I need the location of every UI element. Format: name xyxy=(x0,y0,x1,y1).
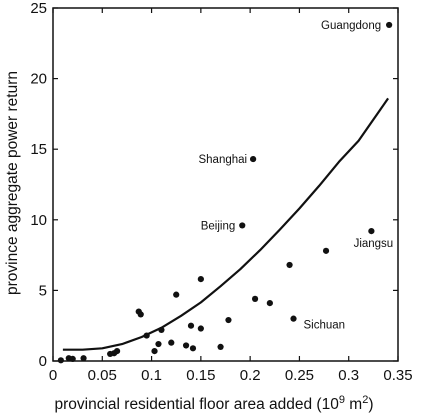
point-label-shanghai: Shanghai xyxy=(198,154,247,166)
data-point xyxy=(386,21,393,29)
data-point xyxy=(368,227,375,235)
fit-curve-group xyxy=(62,97,390,351)
point-label-guangdong: Guangdong xyxy=(321,20,381,32)
data-point xyxy=(143,332,150,339)
data-point xyxy=(113,348,121,355)
x-tick-label: 0 xyxy=(49,367,57,384)
data-point xyxy=(250,155,257,163)
y-tick-label: 20 xyxy=(30,71,47,88)
y-tick-label: 5 xyxy=(39,282,47,299)
data-point xyxy=(197,276,204,283)
fit-curve xyxy=(62,97,390,351)
data-point xyxy=(189,345,197,352)
axis-ticks: 0 0.05 0.1 0.15 0.2 0.25 0.3 0.35 0 5 10 15 20 25 xyxy=(30,0,412,384)
data-point xyxy=(197,325,204,332)
x-tick-label: 0.25 xyxy=(285,367,314,384)
point-label-beijing: Beijing xyxy=(201,220,236,232)
x-tick-label: 0.35 xyxy=(383,367,412,384)
data-point xyxy=(239,222,246,229)
y-tick-label: 0 xyxy=(39,353,47,370)
data-point xyxy=(69,355,76,362)
x-tick-label: 0.2 xyxy=(240,367,261,384)
data-point xyxy=(286,261,293,269)
y-tick-label: 10 xyxy=(30,212,47,229)
data-point xyxy=(266,300,273,307)
point-label-sichuan: Sichuan xyxy=(304,320,346,332)
x-tick-label: 0.3 xyxy=(338,367,359,384)
data-point xyxy=(80,355,87,362)
axes xyxy=(52,7,399,362)
x-axis-title: provincial residential floor area added … xyxy=(55,394,374,413)
data-point xyxy=(217,343,224,350)
data-point xyxy=(173,291,180,298)
data-point xyxy=(187,322,195,329)
data-point xyxy=(290,315,297,322)
point-label-jiangsu: Jiangsu xyxy=(354,238,394,250)
data-point xyxy=(155,340,162,348)
data-points xyxy=(57,21,393,364)
point-labels: Beijing Shanghai Sichuan Jiangsu Guangdong xyxy=(198,20,393,332)
x-tick-label: 0.1 xyxy=(141,367,162,384)
data-point xyxy=(137,311,144,318)
data-point xyxy=(57,357,64,364)
data-point xyxy=(322,247,330,254)
y-tick-label: 25 xyxy=(30,0,47,17)
data-point xyxy=(182,342,190,349)
x-tick-label: 0.05 xyxy=(88,367,117,384)
x-tick-label: 0.15 xyxy=(186,367,215,384)
data-point xyxy=(158,326,165,334)
data-point xyxy=(225,316,232,324)
y-axis-title: province aggregate power return xyxy=(4,71,21,295)
data-point xyxy=(168,339,175,346)
data-point xyxy=(151,348,158,355)
y-tick-label: 15 xyxy=(30,141,47,158)
plot-frame xyxy=(52,7,399,362)
data-point xyxy=(251,295,259,302)
